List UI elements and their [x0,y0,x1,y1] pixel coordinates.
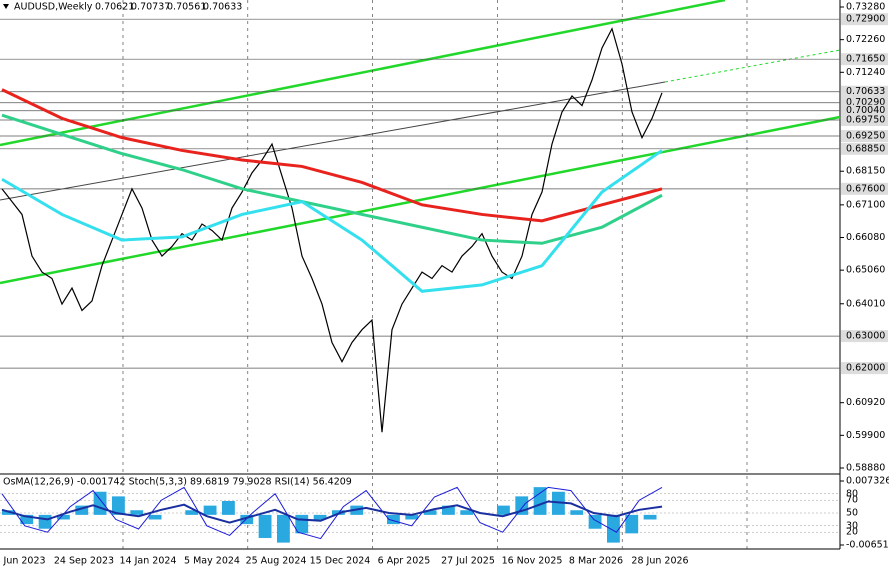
price-label: 0.70290 [846,97,885,108]
level-box [841,85,888,98]
level-box [841,142,888,155]
osma-bar [38,514,52,529]
osma-bar [533,487,547,515]
price-label: 0.59900 [846,430,885,441]
osma-bar [130,510,144,515]
osma-bar [203,505,217,515]
price-label: 0.73280 [846,2,885,13]
date-label: 5 May 2024 [184,556,240,567]
osma-bar [588,514,602,529]
price-label: 0.70633 [846,86,885,97]
date-label: 14 Jan 2024 [120,556,177,567]
price-label: 0.58880 [846,463,885,474]
price-label: 0.69250 [846,131,885,142]
trend-mid [0,81,666,201]
osc-label: 80 [846,488,858,499]
osma-bar [93,491,107,515]
symbol: AUDUSD,Weekly [14,2,93,13]
osma-bar [240,514,254,525]
price-line [1,27,663,433]
price-label: 0.68150 [846,166,885,177]
osma-bar [607,514,620,543]
osma-bar [625,514,639,534]
high: 0.70737 [131,2,170,13]
price-label: 0.71240 [846,67,885,78]
osma-bar [148,514,162,520]
moving-average [1,88,663,223]
rsi-line [1,500,663,524]
osc-label: 50 [846,508,858,519]
price-label: 0.67100 [846,199,885,210]
price-label: 0.71650 [846,54,885,65]
osma-bar [75,505,89,515]
osma-bar [497,505,510,515]
osc-label: 70 [846,495,858,506]
osma-bar [258,514,272,538]
price-label: 0.67600 [846,183,885,194]
osma-bar [423,510,437,515]
date-label: 8 Mar 2026 [569,556,623,567]
price-label: 0.70040 [846,105,885,116]
date-label: 24 Sep 2023 [54,556,114,567]
channel-upper [0,0,726,147]
moving-average [1,113,663,245]
price-label: 0.68850 [846,143,885,154]
indicator-label: -0.0065184 [846,540,889,551]
level-box [841,53,888,66]
date-label: 28 Jun 2026 [631,556,688,567]
date-label: 15 Dec 2024 [310,556,371,567]
osma-bar [222,501,235,515]
indicator-label: 0.0073266 [846,476,889,487]
osma-bar [442,505,455,515]
price-label: 0.69750 [846,115,885,126]
price-label: 0.62000 [846,363,885,374]
osma-bar [570,510,584,515]
date-label: 4 Jun 2023 [0,556,46,567]
level-box [841,182,888,195]
level-box [841,362,888,375]
price-label: 0.63000 [846,331,885,342]
level-box [841,13,888,26]
osma-bar [405,514,419,520]
channel-lower [0,115,841,285]
date-label: 25 Aug 2024 [246,556,307,567]
moving-average [1,149,663,293]
osma-bar [387,514,400,525]
osc-label: 30 [846,520,858,531]
low: 0.70561 [167,2,206,13]
price-label: 0.64010 [846,298,885,309]
osma-bar [277,514,290,543]
osma-bar [20,514,34,525]
level-box [841,114,888,127]
price-label: 0.65060 [846,265,885,276]
date-label: 16 Nov 2025 [502,556,563,567]
indicator-title: OsMA(12,26,9) -0.001742 Stoch(5,3,3) 89.… [3,477,352,488]
level-box [841,330,888,343]
level-box [841,130,888,143]
date-label: 6 Apr 2025 [378,556,431,567]
price-label: 0.72900 [846,14,885,25]
date-label: 27 Jul 2025 [441,556,495,567]
osma-bar [460,510,474,515]
level-box [841,104,888,117]
price-label: 0.72260 [846,34,885,45]
osma-bar [185,510,199,515]
osma-bar [313,514,327,520]
osc-label: 20 [846,527,858,538]
osma-bar [57,514,70,520]
close: 0.70633 [203,2,242,13]
osma-bar [332,510,345,515]
menu-arrow[interactable] [3,4,9,9]
price-label: 0.66080 [846,232,885,243]
stoch-line [1,486,663,540]
open: 0.70621 [95,2,134,13]
price-label: 0.60920 [846,397,885,408]
osma-bar [643,514,657,520]
trend-lines [0,0,841,285]
osma-bar [112,496,125,515]
